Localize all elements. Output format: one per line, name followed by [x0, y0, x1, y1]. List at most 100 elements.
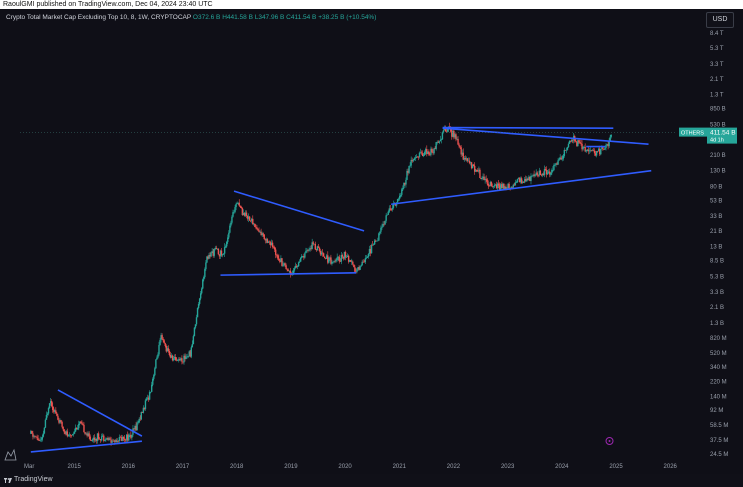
candle-body-334 — [378, 233, 380, 241]
candle-body-107 — [141, 411, 144, 413]
candle-body-64 — [96, 433, 99, 441]
candle-body-285 — [327, 255, 329, 263]
price-badge-countdown: 4d 1h — [710, 138, 724, 144]
candle-body-52 — [84, 432, 86, 434]
candle-body-180 — [217, 248, 220, 255]
y-tick-label-10: 80 B — [710, 185, 722, 191]
candle-body-458 — [507, 183, 509, 189]
candle-body-163 — [199, 293, 202, 299]
candle-body-141 — [177, 360, 179, 361]
candle-body-331 — [375, 240, 377, 242]
candle-body-30 — [61, 422, 63, 427]
candle-body-343 — [387, 211, 389, 215]
candle-body-38 — [69, 434, 72, 436]
candle-body-144 — [180, 358, 182, 361]
candle-body-545 — [598, 148, 600, 152]
candle-body-473 — [522, 182, 525, 183]
trendline-1 — [30, 440, 142, 453]
candle-body-88 — [121, 436, 124, 441]
candle-body-398 — [444, 128, 447, 132]
candle-body-289 — [331, 261, 333, 264]
candle-body-187 — [224, 246, 227, 248]
candle-body-362 — [407, 170, 409, 173]
candle-body-263 — [304, 253, 306, 258]
y-tick-label-20: 820 M — [710, 336, 727, 342]
candle-body-481 — [531, 175, 533, 177]
candle-body-4 — [34, 436, 36, 437]
candle-body-219 — [258, 230, 260, 232]
y-tick-label-16: 5.3 B — [710, 274, 724, 280]
trendline-5 — [442, 127, 649, 145]
candle-body-311 — [354, 267, 356, 272]
candle-body-116 — [151, 384, 153, 392]
candle-body-90 — [123, 438, 126, 440]
candle-body-407 — [454, 134, 456, 138]
symbol-badge: OTHERS — [681, 131, 704, 137]
candle-body-113 — [147, 397, 150, 400]
candle-body-535 — [587, 149, 589, 152]
candle-body-205 — [243, 212, 246, 216]
candle-body-295 — [337, 256, 339, 258]
candle-body-342 — [386, 214, 388, 216]
candle-body-48 — [80, 421, 82, 424]
candle-body-329 — [372, 244, 375, 245]
candle-body-498 — [549, 171, 551, 175]
x-tick-label-0: Mar — [24, 464, 34, 470]
candle-body-513 — [564, 149, 567, 151]
currency-selector[interactable]: USD — [706, 12, 734, 28]
candle-body-19 — [49, 401, 52, 404]
candle-body-130 — [165, 346, 167, 352]
candle-body-436 — [484, 178, 486, 181]
x-tick-label-4: 2018 — [230, 464, 244, 470]
candle-body-330 — [373, 240, 376, 245]
candle-body-319 — [362, 261, 364, 263]
candle-body-222 — [261, 233, 263, 236]
candle-body-210 — [248, 216, 251, 221]
candle-body-327 — [370, 244, 373, 254]
candle-body-214 — [253, 223, 255, 225]
chart-logo-icon — [4, 448, 17, 461]
candle-body-25 — [56, 413, 58, 416]
candle-body-127 — [162, 338, 164, 341]
candle-body-138 — [173, 357, 176, 359]
candle-body-181 — [218, 254, 221, 257]
candle-body-434 — [482, 176, 484, 178]
candle-body-62 — [94, 438, 97, 441]
y-tick-label-24: 140 M — [710, 394, 727, 400]
candle-body-16 — [46, 413, 49, 416]
candle-body-200 — [238, 202, 240, 206]
candle-body-421 — [468, 160, 471, 164]
x-tick-label-11: 2025 — [609, 464, 623, 470]
candle-body-519 — [570, 139, 573, 142]
publisher-bar: RaoulGMI published on TradingView.com, D… — [0, 0, 743, 9]
candle-body-34 — [65, 431, 67, 434]
candle-body-100 — [134, 426, 136, 430]
candle-body-554 — [607, 144, 609, 147]
candle-body-43 — [74, 427, 77, 432]
candle-body-433 — [481, 177, 483, 180]
candle-body-230 — [269, 242, 272, 246]
candle-body-405 — [452, 130, 454, 137]
candle-body-135 — [170, 355, 173, 358]
candle-body-495 — [545, 169, 548, 175]
candle-body-543 — [595, 151, 598, 156]
candle-body-262 — [303, 256, 305, 258]
candle-body-328 — [371, 244, 374, 246]
candle-body-387 — [433, 148, 435, 154]
candle-body-143 — [179, 359, 181, 361]
y-tick-label-5: 850 B — [710, 107, 726, 113]
candle-body-85 — [118, 437, 121, 442]
candle-body-91 — [124, 439, 127, 441]
candle-body-125 — [160, 335, 162, 340]
candle-body-550 — [603, 149, 605, 150]
candle-body-461 — [510, 186, 512, 189]
candle-body-268 — [309, 248, 311, 250]
candle-body-233 — [272, 246, 275, 248]
y-tick-label-9: 130 B — [710, 169, 726, 175]
candle-body-264 — [305, 250, 307, 254]
candle-body-455 — [504, 186, 506, 189]
candle-body-464 — [513, 184, 516, 186]
candle-body-470 — [519, 178, 522, 183]
candle-body-546 — [599, 148, 601, 155]
